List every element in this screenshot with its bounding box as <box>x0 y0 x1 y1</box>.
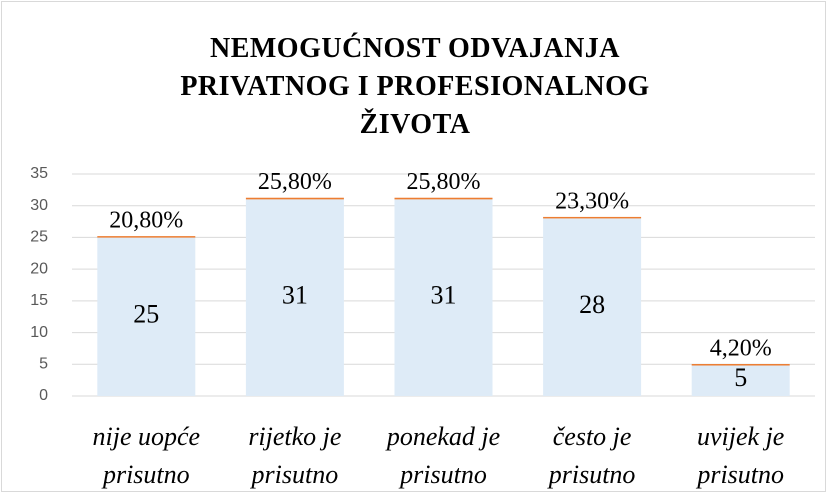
y-tick-label: 10 <box>30 324 48 341</box>
y-tick-label: 5 <box>39 356 48 373</box>
x-tick-label: ponekad je prisutno <box>386 422 501 489</box>
value-label: 25,80% <box>407 169 481 195</box>
bar-segment <box>691 364 790 366</box>
chart-title: NEMOGUĆNOST ODVAJANJA PRIVATNOG I PROFES… <box>180 33 650 140</box>
value-label: 20,80% <box>109 208 183 234</box>
x-tick-label: često je prisutno <box>548 422 636 489</box>
y-tick-label: 35 <box>30 165 48 182</box>
value-label: 28 <box>579 290 605 319</box>
bar-segment <box>97 237 196 396</box>
bar-segment <box>394 199 493 396</box>
bar-segment <box>245 197 344 200</box>
value-label: 5 <box>734 363 747 392</box>
y-tick-label: 25 <box>30 229 48 246</box>
value-label: 25 <box>133 300 159 329</box>
y-tick-label: 0 <box>39 387 48 404</box>
bar-segment <box>245 199 344 396</box>
bar-segment <box>97 236 196 238</box>
x-tick-label: uvijek je prisutno <box>697 422 785 489</box>
value-label: 31 <box>282 281 308 310</box>
bar-segment <box>543 216 642 219</box>
value-label: 23,30% <box>555 188 629 214</box>
bar-segment <box>394 197 493 200</box>
y-tick-label: 15 <box>30 292 48 309</box>
x-tick-label: nije uopće prisutno <box>92 422 201 489</box>
value-label: 31 <box>431 281 457 310</box>
x-tick-label: rijetko je prisutno <box>248 422 342 489</box>
bar-segment <box>543 218 642 396</box>
value-label: 25,80% <box>258 169 332 195</box>
y-tick-label: 20 <box>30 260 48 277</box>
bar-segment <box>691 364 790 396</box>
y-tick-label: 30 <box>30 197 48 214</box>
value-label: 4,20% <box>710 336 772 362</box>
